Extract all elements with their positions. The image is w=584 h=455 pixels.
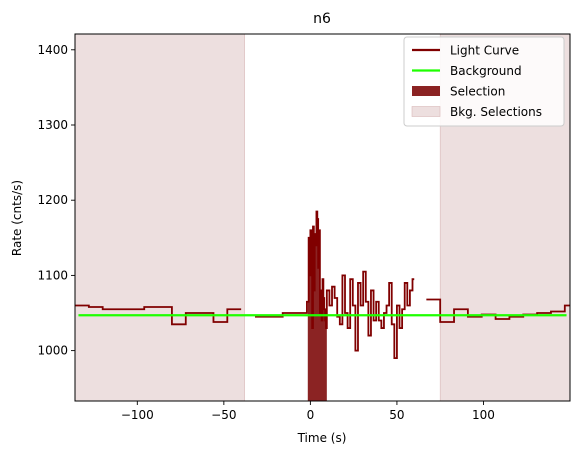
x-axis-label: Time (s) — [297, 431, 347, 445]
legend-label: Light Curve — [450, 44, 519, 58]
y-tick-label: 1300 — [37, 118, 68, 132]
y-axis-label: Rate (cnts/s) — [10, 180, 24, 256]
x-tick-label: 0 — [307, 408, 315, 422]
y-tick-label: 1400 — [37, 43, 68, 57]
axes-frame — [74, 33, 571, 402]
x-tick-label: 50 — [389, 408, 404, 422]
y-tick-label: 1200 — [37, 193, 68, 207]
legend: Light Curve Background Selection Bkg. Selec… — [403, 36, 565, 127]
legend-label: Background — [450, 64, 522, 78]
axes: −100 −50 0 50 100 1000 1100 1200 1300 1400 — [37, 33, 571, 422]
legend-label: Selection — [450, 85, 505, 99]
x-tick-label: −50 — [211, 408, 236, 422]
legend-label: Bkg. Selections — [450, 105, 542, 119]
x-tick-label: −100 — [121, 408, 154, 422]
bkg-selection-region-0 — [75, 34, 245, 401]
y-tick-label: 1000 — [37, 344, 68, 358]
legend-swatch-patch — [412, 86, 440, 96]
y-tick-label: 1100 — [37, 268, 68, 282]
selection-region — [307, 211, 327, 401]
legend-box — [403, 36, 565, 127]
chart-title: n6 — [313, 11, 331, 27]
legend-swatch-patch — [411, 106, 441, 117]
x-tick-label: 100 — [472, 408, 495, 422]
